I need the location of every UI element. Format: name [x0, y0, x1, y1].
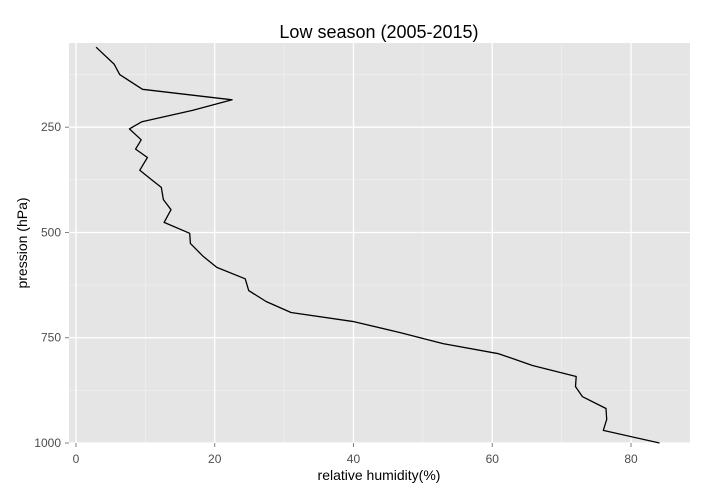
y-tick-label: 250	[41, 120, 61, 134]
y-axis-label: pression (hPa)	[14, 197, 30, 288]
x-tick-label: 0	[73, 452, 80, 466]
x-tick-label: 60	[486, 452, 500, 466]
plot-panel	[69, 43, 690, 443]
series-line	[95, 46, 660, 444]
y-tick-label: 1000	[34, 436, 61, 450]
y-axis-ticks: 250 500 750 1000	[34, 120, 69, 450]
minor-gridlines	[69, 43, 690, 443]
y-tick-label: 750	[41, 331, 61, 345]
y-tick-label: 500	[41, 225, 61, 239]
x-tick-label: 80	[624, 452, 638, 466]
chart-title: Low season (2005-2015)	[279, 22, 478, 42]
x-tick-label: 20	[208, 452, 222, 466]
major-gridlines	[69, 43, 690, 444]
x-tick-label: 40	[347, 452, 361, 466]
x-axis-ticks: 0 20 40 60 80	[73, 443, 638, 466]
x-axis-label: relative humidity(%)	[318, 467, 441, 483]
